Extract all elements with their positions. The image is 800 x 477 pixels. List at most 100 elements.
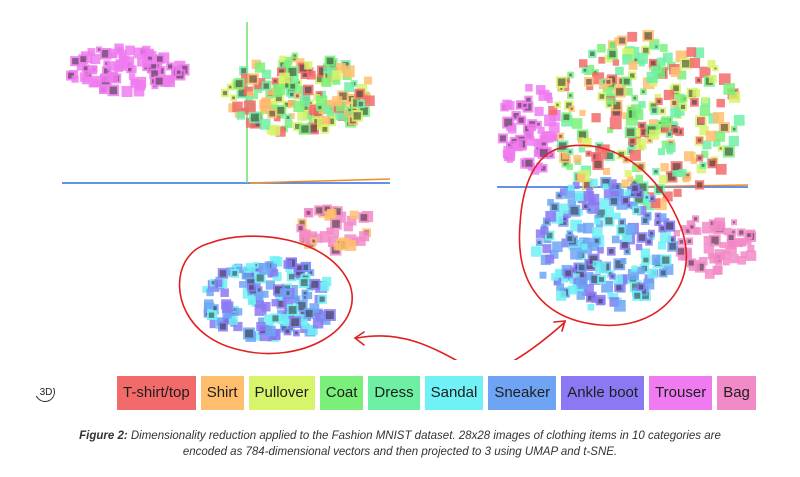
thumbnail-glyph — [655, 45, 658, 48]
thumbnail-glyph — [211, 280, 216, 285]
thumbnail-glyph — [594, 238, 599, 243]
thumbnail-glyph — [220, 323, 226, 330]
thumbnail-point — [612, 59, 620, 66]
thumbnail-point — [209, 318, 220, 329]
thumbnail-point — [624, 170, 632, 178]
thumbnail-glyph — [353, 99, 361, 107]
thumbnail-point — [597, 43, 606, 53]
thumbnail-point — [647, 268, 658, 279]
thumbnail-glyph — [641, 129, 648, 136]
thumbnail-glyph — [291, 318, 299, 327]
thumbnail-point — [613, 274, 624, 285]
thumbnail-point — [269, 125, 281, 136]
thumbnail-point — [202, 286, 209, 293]
thumbnail-point — [302, 111, 311, 120]
thumbnail-point — [640, 248, 651, 258]
thumbnail-glyph — [578, 131, 586, 139]
thumbnail-point — [627, 175, 634, 182]
legend-item-dress[interactable]: Dress — [368, 376, 420, 410]
thumbnail-point — [606, 179, 617, 190]
thumbnail-point — [247, 91, 254, 98]
thumbnail-point — [118, 49, 127, 59]
thumbnail-glyph — [290, 83, 296, 89]
thumbnail-point — [592, 227, 603, 238]
thumbnail-glyph — [219, 270, 227, 277]
thumbnail-glyph — [518, 117, 524, 123]
thumbnail-glyph — [666, 222, 674, 230]
thumbnail-point — [689, 57, 701, 69]
thumbnail-point — [574, 190, 585, 202]
thumbnail-point — [137, 57, 146, 67]
umap-bag-cluster — [296, 204, 374, 256]
legend-item-t-shirt-top[interactable]: T-shirt/top — [117, 376, 196, 410]
thumbnail-glyph — [638, 234, 646, 241]
legend-item-bag[interactable]: Bag — [717, 376, 756, 410]
legend-item-trouser[interactable]: Trouser — [649, 376, 713, 410]
thumbnail-point — [508, 125, 517, 134]
thumbnail-glyph — [68, 72, 74, 79]
thumbnail-glyph — [650, 60, 656, 66]
thumbnail-point — [239, 281, 246, 288]
thumbnail-point — [575, 277, 588, 290]
thumbnail-glyph — [630, 139, 635, 144]
thumbnail-point — [714, 265, 723, 275]
thumbnail-point — [256, 321, 266, 332]
thumbnail-point — [656, 57, 666, 67]
thumbnail-point — [528, 123, 536, 132]
legend-item-ankle-boot[interactable]: Ankle boot — [561, 376, 645, 410]
thumbnail-glyph — [109, 86, 118, 95]
thumbnail-glyph — [732, 127, 736, 131]
legend-item-pullover[interactable]: Pullover — [248, 376, 315, 410]
thumbnail-glyph — [332, 220, 340, 228]
thumbnail-glyph — [696, 263, 704, 271]
thumbnail-point — [627, 31, 638, 42]
thumbnail-point — [599, 198, 609, 208]
thumbnail-point — [654, 93, 662, 101]
legend-item-coat[interactable]: Coat — [319, 376, 364, 410]
legend-item-sandal[interactable]: Sandal — [424, 376, 484, 410]
legend-item-sneaker[interactable]: Sneaker — [488, 376, 557, 410]
thumbnail-point — [535, 138, 542, 146]
thumbnail-point — [552, 241, 563, 253]
thumbnail-point — [614, 212, 621, 220]
thumbnail-glyph — [747, 233, 751, 238]
projection-visualization[interactable] — [0, 0, 800, 360]
thumbnail-point — [271, 269, 279, 277]
thumbnail-glyph — [609, 50, 616, 58]
thumbnail-point — [577, 137, 585, 144]
thumbnail-point — [712, 220, 724, 232]
thumbnail-point — [609, 42, 616, 49]
thumbnail-glyph — [128, 67, 132, 72]
thumbnail-point — [334, 211, 347, 223]
thumbnail-point — [591, 113, 601, 123]
thumbnail-point — [254, 303, 267, 316]
thumbnail-glyph — [232, 96, 235, 100]
thumbnail-glyph — [669, 237, 674, 243]
thumbnail-point — [657, 241, 667, 250]
thumbnail-glyph — [636, 191, 642, 197]
thumbnail-point — [703, 243, 715, 254]
thumbnail-point — [512, 140, 523, 152]
thumbnail-glyph — [598, 298, 603, 304]
thumbnail-point — [282, 296, 294, 307]
thumbnail-point — [603, 188, 616, 201]
thumbnail-glyph — [672, 101, 677, 105]
thumbnail-glyph — [303, 291, 307, 295]
thumbnail-point — [306, 231, 318, 243]
thumbnail-glyph — [210, 306, 217, 313]
thumbnail-point — [248, 296, 256, 305]
thumbnail-glyph — [623, 197, 629, 203]
3d-toggle-button[interactable]: 3D — [35, 382, 57, 404]
thumbnail-point — [621, 231, 632, 243]
thumbnail-point — [107, 71, 119, 83]
thumbnail-point — [703, 235, 712, 244]
thumbnail-point — [297, 111, 307, 121]
legend-item-shirt[interactable]: Shirt — [200, 376, 244, 410]
thumbnail-glyph — [660, 226, 665, 231]
thumbnail-point — [584, 65, 595, 75]
thumbnail-point — [661, 140, 670, 149]
thumbnail-glyph — [709, 160, 716, 167]
thumbnail-glyph — [677, 248, 685, 255]
thumbnail-point — [585, 271, 594, 281]
umap-trouser-cluster — [66, 43, 190, 98]
